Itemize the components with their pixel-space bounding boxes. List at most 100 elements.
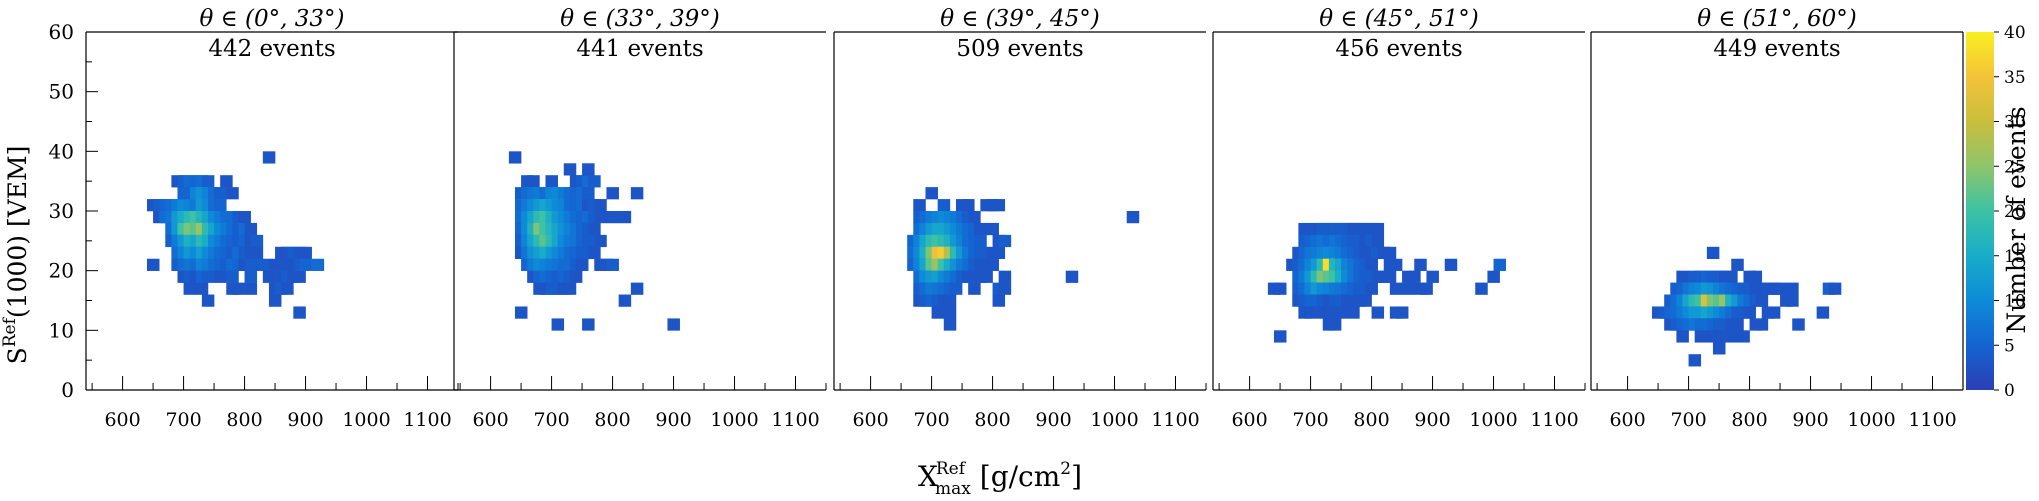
heatmap-cell [594, 211, 607, 224]
panel-events-label: 442 events [208, 36, 335, 62]
heatmap-cell [1371, 306, 1385, 319]
heatmap-cell [551, 318, 565, 331]
heatmap-cell [962, 270, 975, 283]
x-tick-label: 1000 [710, 409, 758, 431]
colorbar-tick-label: 5 [2004, 336, 2015, 356]
heatmap-cell [962, 199, 975, 212]
x-label-sub: max [935, 479, 971, 499]
heatmap-cell [146, 258, 160, 271]
heatmap-cell [594, 199, 607, 212]
x-tick-label: 1000 [342, 409, 390, 431]
heatmap-cell [1712, 342, 1726, 355]
x-label-base: X [918, 460, 938, 493]
x-label-sup: Ref [936, 459, 967, 479]
x-tick-label: 1100 [1151, 409, 1199, 431]
colorbar-tick-label: 10 [2004, 292, 2026, 312]
heatmap-cell [986, 258, 999, 271]
heatmap-cell [1767, 306, 1781, 319]
y-label-base: S [3, 347, 32, 364]
heatmap-cell [667, 318, 680, 331]
colorbar-tick-label: 35 [2004, 68, 2026, 88]
x-tick-label: 900 [287, 409, 323, 431]
panel-2: 600 700 800 900 1000 1100 θ ∈ (33°, 39°) 441 ev… [453, 6, 827, 431]
heatmap-cell [1816, 306, 1830, 319]
x-tick-label: 1100 [1908, 409, 1956, 431]
heatmap-cell [1322, 306, 1336, 319]
heatmap-cell [968, 282, 981, 295]
heatmap-cell [606, 187, 619, 200]
heatmap-cell [1065, 270, 1079, 283]
heatmap-cell [201, 270, 215, 283]
heatmap-cell [1359, 246, 1372, 260]
heatmap-cell [244, 258, 258, 271]
panel-title: θ ∈ (39°, 45°) [940, 6, 1100, 32]
heatmap-cell [1383, 246, 1397, 260]
heatmap-cell [563, 163, 577, 176]
heatmap-cell [1389, 282, 1403, 295]
x-tick-label: 600 [852, 409, 888, 431]
y-label-sup: Ref [0, 316, 20, 347]
heatmap-cell [1328, 318, 1342, 331]
heatmap-cell [508, 151, 522, 164]
x-tick-label: 700 [1292, 409, 1328, 431]
heatmap-cell [582, 163, 595, 176]
heatmap-cell [1706, 246, 1720, 260]
heatmap-cell [1402, 282, 1415, 295]
heatmap-cell [974, 258, 987, 271]
heatmap-cell [931, 306, 945, 319]
heatmap-cell [998, 234, 1012, 248]
heatmap-cell [195, 282, 209, 295]
heatmap-cell [1365, 258, 1378, 271]
panels-group: 600 700 800 900 1000 1100 θ ∈ (0°, 33°) 442 eve… [86, 6, 1964, 431]
heatmap-cell [1365, 282, 1378, 295]
heatmap-cell [1408, 270, 1421, 283]
heatmap-cell [949, 282, 963, 295]
heatmap-cell [1304, 306, 1317, 319]
heatmap-cell [256, 258, 270, 271]
heatmap-cell [1383, 270, 1397, 283]
heatmap-cell [214, 270, 227, 283]
heatmap-cell [1475, 282, 1488, 295]
colorbar-tick-label: 20 [2004, 202, 2026, 222]
heatmap-cell [250, 234, 264, 248]
heatmap-cell [201, 175, 215, 188]
heatmap-cell [177, 187, 190, 200]
heatmap-cell [618, 294, 632, 307]
heatmap-cell [220, 175, 233, 188]
heatmap-cell [527, 175, 540, 188]
heatmap-cell [1676, 330, 1689, 343]
x-tick-label: 1100 [1530, 409, 1578, 431]
heatmap-cell [268, 258, 282, 271]
heatmap-cell [913, 199, 926, 212]
heatmap-cell [569, 270, 583, 283]
x-tick-label: 900 [1792, 409, 1828, 431]
x-tick-label: 1000 [1090, 409, 1138, 431]
panel-4: 600 700 800 900 1000 1100 θ ∈ (45°, 51°) 456 ev… [1212, 6, 1586, 431]
heatmap-cell [1444, 258, 1458, 271]
heatmap-cell [1389, 258, 1403, 271]
x-tick-label: 600 [1231, 409, 1267, 431]
x-tick-label: 800 [1353, 409, 1389, 431]
y-tick-label: 40 [49, 139, 74, 163]
x-tick-label: 1000 [1469, 409, 1517, 431]
heatmap-cell [268, 294, 282, 307]
heatmap-cell [606, 211, 619, 224]
heatmap-cell [1755, 318, 1769, 331]
heatmap-cell [1743, 306, 1756, 319]
panel-title: θ ∈ (51°, 60°) [1697, 6, 1857, 32]
heatmap-cell [293, 270, 306, 283]
colorbar-label: Number of events [2002, 106, 2031, 333]
heatmap-cell [1273, 282, 1287, 295]
x-axis-label: XRef max [g/cm2] [918, 459, 1082, 499]
heatmap-cell [232, 282, 245, 295]
heatmap-cell [998, 282, 1012, 295]
y-tick-label: 50 [49, 80, 74, 104]
x-tick-label: 600 [1609, 409, 1645, 431]
x-tick-label: 900 [655, 409, 691, 431]
panel-events-label: 509 events [956, 36, 1083, 62]
heatmap-cell [588, 222, 601, 236]
heatmap-cell [214, 199, 227, 212]
heatmap-cell [1792, 318, 1805, 331]
heatmap-cell [226, 187, 239, 200]
heatmap-cell [1371, 234, 1385, 248]
